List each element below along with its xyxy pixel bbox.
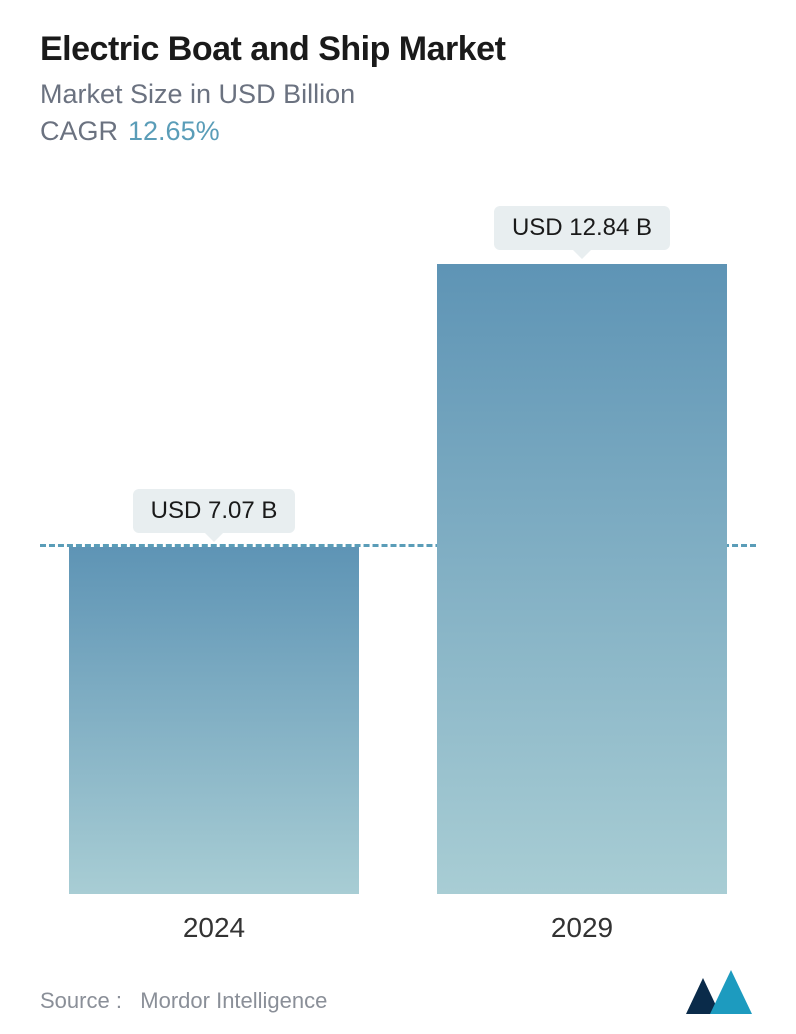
source-text: Source : Mordor Intelligence (40, 988, 327, 1014)
chart-title: Electric Boat and Ship Market (40, 30, 756, 69)
brand-logo-icon (686, 970, 756, 1014)
chart-page: Electric Boat and Ship Market Market Siz… (0, 0, 796, 1034)
x-label-2024: 2024 (69, 912, 359, 944)
cagr-label: CAGR (40, 116, 118, 146)
chart-area: USD 7.07 B USD 12.84 B 2024 2029 (40, 177, 756, 944)
bars-container: USD 7.07 B USD 12.84 B (40, 264, 756, 894)
x-label-2029: 2029 (437, 912, 727, 944)
x-axis-labels: 2024 2029 (40, 912, 756, 944)
chart-subtitle: Market Size in USD Billion (40, 79, 756, 110)
bar-value-label-2029: USD 12.84 B (494, 206, 670, 250)
bar-2029 (437, 264, 727, 894)
source-value: Mordor Intelligence (140, 988, 327, 1013)
source-label: Source : (40, 988, 122, 1013)
cagr-row: CAGR 12.65% (40, 116, 756, 147)
bar-group-2024: USD 7.07 B (69, 489, 359, 894)
footer: Source : Mordor Intelligence (40, 964, 756, 1014)
bar-value-label-2024: USD 7.07 B (133, 489, 296, 533)
bar-2024 (69, 547, 359, 894)
bar-group-2029: USD 12.84 B (437, 206, 727, 894)
cagr-value: 12.65% (128, 116, 220, 146)
